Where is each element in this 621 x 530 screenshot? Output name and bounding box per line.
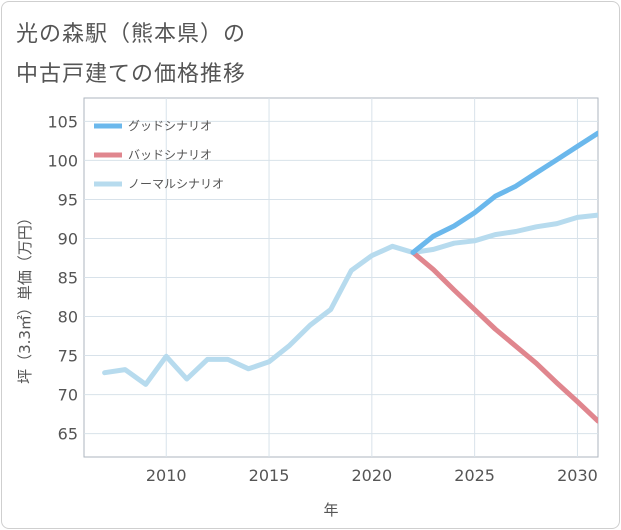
y-tick-label-75: 75 xyxy=(58,347,78,366)
x-tick-label-2030: 2030 xyxy=(557,466,598,485)
x-tick-label-2025: 2025 xyxy=(454,466,495,485)
y-tick-label-90: 90 xyxy=(58,229,78,248)
legend-label-1: グッドシナリオ xyxy=(128,119,212,133)
y-tick-label-85: 85 xyxy=(58,269,78,288)
chart-title-line-1: 光の森駅（熊本県）の xyxy=(16,22,247,47)
grid-lines xyxy=(84,98,598,457)
x-axis-ticks: 2010 2015 2020 2025 2030 xyxy=(146,466,598,485)
x-tick-label-2020: 2020 xyxy=(351,466,392,485)
chart-title-line-2: 中古戸建ての価格推移 xyxy=(16,62,247,87)
series-line-1 xyxy=(410,130,598,255)
y-axis-label: 坪（3.3㎡）単価（万円） xyxy=(16,210,34,384)
legend-label-3: ノーマルシナリオ xyxy=(128,177,224,191)
x-tick-label-2015: 2015 xyxy=(249,466,290,485)
series-line-3 xyxy=(102,212,598,387)
y-axis-ticks: 65 70 75 80 85 90 95 100 105 xyxy=(47,112,78,443)
series-line-2 xyxy=(410,250,598,424)
y-tick-label-105: 105 xyxy=(47,112,78,131)
y-tick-label-80: 80 xyxy=(58,308,78,327)
x-tick-label-2010: 2010 xyxy=(146,466,187,485)
y-tick-label-70: 70 xyxy=(58,386,78,405)
legend-label-2: バッドシナリオ xyxy=(128,148,212,162)
x-axis-label: 年 xyxy=(323,501,338,519)
y-tick-label-95: 95 xyxy=(58,190,78,209)
y-tick-label-65: 65 xyxy=(58,425,78,444)
series-lines xyxy=(102,130,598,424)
y-tick-label-100: 100 xyxy=(47,151,78,170)
